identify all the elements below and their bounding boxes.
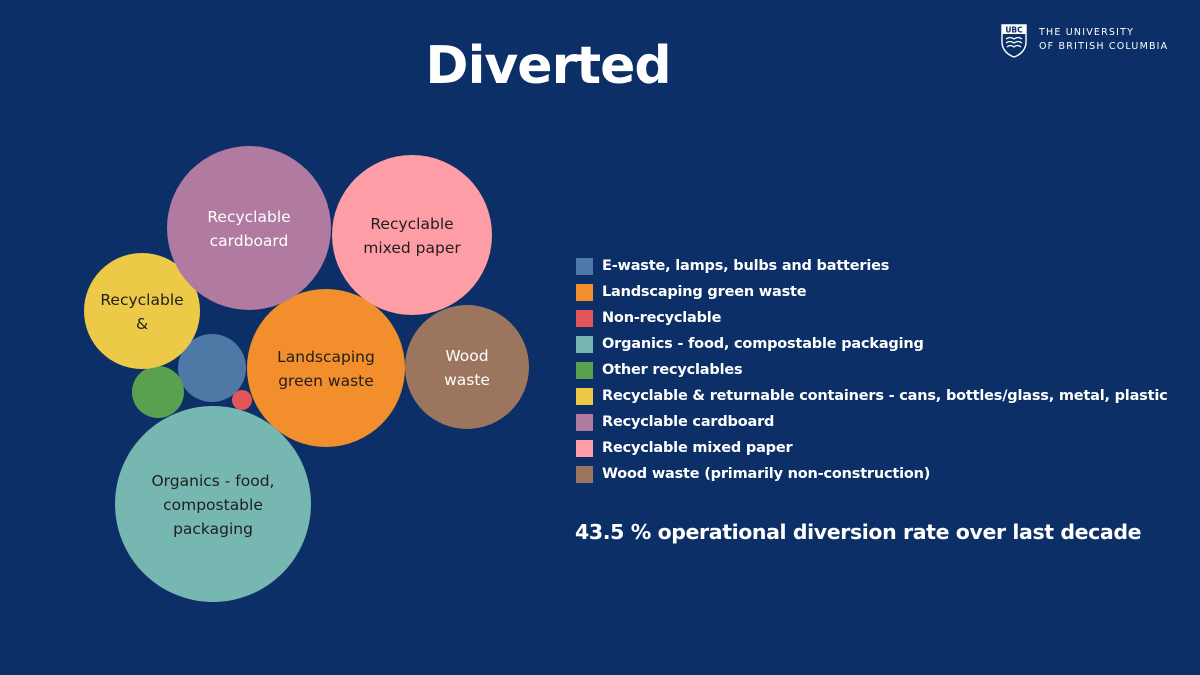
bubble-containers: Recyclable & xyxy=(84,253,200,369)
bubble-label-line: & xyxy=(136,315,148,333)
bubble-organics: Organics - food, compostable packaging xyxy=(115,406,311,602)
bubble-nonrecyclable xyxy=(232,390,252,410)
legend-item-landscaping: Landscaping green waste xyxy=(576,279,1168,305)
legend-item-mixedpaper: Recyclable mixed paper xyxy=(576,435,1168,461)
bubble-wood: Wood waste xyxy=(405,305,529,429)
bubble-label-cardboard: Recyclable cardboard xyxy=(207,208,290,250)
legend-label: Recyclable & returnable containers - can… xyxy=(602,388,1168,404)
bubble-circle-ewaste xyxy=(178,334,246,402)
legend-item-nonrecyclable: Non-recyclable xyxy=(576,305,1168,331)
bubble-circle-cardboard xyxy=(167,146,331,310)
bubble-chart: Landscaping green waste Organics - food, co… xyxy=(84,146,529,602)
legend-swatch xyxy=(576,309,593,327)
bubble-label-line: mixed paper xyxy=(363,239,461,257)
bubble-circle-other xyxy=(132,366,184,418)
bubble-circle-wood xyxy=(405,305,529,429)
bubble-label-organics: Organics - food, compostable packaging xyxy=(151,472,274,538)
legend-label: Landscaping green waste xyxy=(602,284,807,300)
legend-label: Wood waste (primarily non-construction) xyxy=(602,466,931,482)
legend-swatch xyxy=(576,335,593,353)
bubble-circle-mixedpaper xyxy=(332,155,492,315)
legend-item-organics: Organics - food, compostable packaging xyxy=(576,331,1168,357)
legend-label: Organics - food, compostable packaging xyxy=(602,336,924,352)
ubc-logo: UBC THE UNIVERSITY OF BRITISH COLUMBIA xyxy=(1001,24,1168,58)
bubble-landscaping: Landscaping green waste xyxy=(247,289,405,447)
legend-item-cardboard: Recyclable cardboard xyxy=(576,409,1168,435)
bubble-label-containers: Recyclable & xyxy=(100,291,183,333)
bubble-label-line: cardboard xyxy=(210,232,289,250)
bubble-label-line: Wood xyxy=(445,347,488,365)
bubble-label-line: Recyclable xyxy=(370,215,453,233)
legend-swatch xyxy=(576,387,593,405)
bubble-label-line: green waste xyxy=(278,372,374,390)
bubble-label-line: packaging xyxy=(173,520,253,538)
legend-swatch xyxy=(576,361,593,379)
legend-item-containers: Recyclable & returnable containers - can… xyxy=(576,383,1168,409)
bubble-circle-nonrecyclable xyxy=(232,390,252,410)
bubble-label-line: Organics - food, xyxy=(151,472,274,490)
legend-swatch xyxy=(576,257,593,275)
bubble-label-mixedpaper: Recyclable mixed paper xyxy=(363,215,461,257)
bubble-ewaste xyxy=(178,334,246,402)
bubble-cardboard: Recyclable cardboard xyxy=(167,146,331,310)
bubble-label-landscaping: Landscaping green waste xyxy=(277,348,375,390)
bubble-circle-landscaping xyxy=(247,289,405,447)
legend-swatch xyxy=(576,413,593,431)
legend-item-ewaste: E-waste, lamps, bulbs and batteries xyxy=(576,253,1168,279)
legend-item-wood: Wood waste (primarily non-construction) xyxy=(576,461,1168,487)
crest-badge-text: UBC xyxy=(1005,26,1023,35)
legend-swatch xyxy=(576,439,593,457)
legend-swatch xyxy=(576,283,593,301)
chart-legend: E-waste, lamps, bulbs and batteries Lands… xyxy=(576,253,1168,487)
bubble-label-wood: Wood waste xyxy=(444,347,490,389)
bubble-label-line: Landscaping xyxy=(277,348,375,366)
diversion-rate-statement: 43.5 % operational diversion rate over l… xyxy=(575,520,1142,544)
logo-line-2: OF BRITISH COLUMBIA xyxy=(1039,41,1169,52)
ubc-crest-icon: UBC xyxy=(1001,24,1027,58)
bubble-circle-containers xyxy=(84,253,200,369)
slide-title: Diverted xyxy=(425,36,671,96)
logo-line-1: THE UNIVERSITY xyxy=(1039,27,1135,38)
legend-label: Other recyclables xyxy=(602,362,743,378)
legend-label: Non-recyclable xyxy=(602,310,722,326)
legend-label: Recyclable cardboard xyxy=(602,414,775,430)
bubble-label-line: Recyclable xyxy=(100,291,183,309)
bubble-label-line: compostable xyxy=(163,496,263,514)
bubble-label-line: Recyclable xyxy=(207,208,290,226)
bubble-other xyxy=(132,366,184,418)
bubble-label-line: waste xyxy=(444,371,490,389)
bubble-circle-organics xyxy=(115,406,311,602)
legend-label: Recyclable mixed paper xyxy=(602,440,793,456)
legend-item-other: Other recyclables xyxy=(576,357,1168,383)
legend-label: E-waste, lamps, bulbs and batteries xyxy=(602,258,890,274)
legend-swatch xyxy=(576,465,593,483)
bubble-mixedpaper: Recyclable mixed paper xyxy=(332,155,492,315)
